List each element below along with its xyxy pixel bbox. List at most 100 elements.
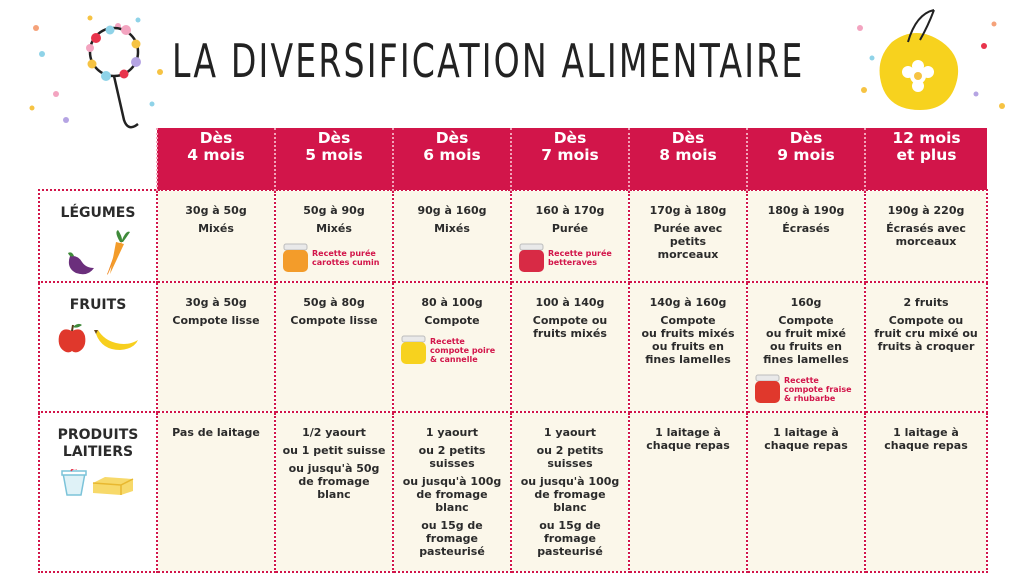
- column-header: Dès 6 mois: [392, 128, 511, 190]
- baby-bib-illustration: [857, 9, 1005, 110]
- column-header: Dès 9 mois: [746, 128, 865, 190]
- table-cell: 100 à 140g Compote ou fruits mixés: [510, 281, 630, 413]
- column-header: Dès 8 mois: [628, 128, 747, 190]
- recipe-link[interactable]: Recette purée betteraves: [516, 243, 624, 273]
- column-header: Dès 5 mois: [274, 128, 393, 190]
- texture-text: ou 1 petit suisse: [282, 444, 386, 457]
- recipe-label: Recette compote poire & cannelle: [430, 336, 496, 364]
- quantity-text: 170g à 180g: [649, 204, 727, 217]
- table-cell: 140g à 160g Compote ou fruits mixés ou fr…: [628, 281, 748, 413]
- table-cell: 1 laitage à chaque repas: [628, 411, 748, 573]
- quantity-text: 160 à 170g: [535, 204, 605, 217]
- texture-text: Compote ou fruit mixé ou fruits en fines…: [763, 314, 849, 366]
- orange-jar-icon: [282, 243, 309, 273]
- table-cell: 1 yaourt ou 2 petits suisses ou jusqu'à 10…: [510, 411, 630, 573]
- texture-text: ou jusqu'à 50g de fromage blanc: [288, 462, 380, 501]
- table-cell: 1 laitage à chaque repas: [864, 411, 988, 573]
- quantity-text: 100 à 140g: [535, 296, 605, 309]
- quantity-text: 1 laitage à chaque repas: [646, 426, 730, 452]
- table-cell: Pas de laitage: [156, 411, 276, 573]
- texture-text: Compote lisse: [290, 314, 378, 327]
- recipe-label: Recette compote fraise & rhubarbe: [784, 375, 852, 403]
- yogurt-icon: [61, 467, 87, 501]
- row-label: LÉGUMES: [60, 205, 136, 221]
- row-icons: [40, 467, 156, 501]
- quantity-text: 50g à 80g: [303, 296, 365, 309]
- recipe-link[interactable]: Recette purée carottes cumin: [280, 243, 388, 273]
- recipe-label: Recette purée betteraves: [548, 249, 612, 267]
- row-label: PRODUITS LAITIERS: [57, 427, 139, 460]
- baby-rattle-illustration: [29, 15, 163, 129]
- quantity-text: 1 yaourt: [543, 426, 597, 439]
- feeding-schedule-table: Dès 4 mois Dès 5 mois Dès 6 mois Dès 7 m…: [38, 128, 988, 573]
- column-header: 12 mois et plus: [864, 128, 987, 190]
- table-cell: 2 fruits Compote ou fruit cru mixé ou fru…: [864, 281, 988, 413]
- table-row: FRUITS 30g à 50g Compote lisse 50g à 80g Com…: [38, 281, 988, 413]
- texture-text: ou 15g de fromage pasteurisé: [419, 519, 485, 558]
- table-cell: 160 à 170g Purée Recette purée betteraves: [510, 189, 630, 283]
- yellow-jar-icon: [400, 335, 427, 365]
- texture-text: Mixés: [316, 222, 352, 235]
- quantity-text: 80 à 100g: [421, 296, 483, 309]
- quantity-text: 1/2 yaourt: [302, 426, 366, 439]
- quantity-text: 50g à 90g: [303, 204, 365, 217]
- quantity-text: 140g à 160g: [649, 296, 727, 309]
- texture-text: ou jusqu'à 100g de fromage blanc: [520, 475, 620, 514]
- quantity-text: 1 yaourt: [425, 426, 479, 439]
- recipe-link[interactable]: Recette compote poire & cannelle: [398, 335, 506, 365]
- table-cell: 160g Compote ou fruit mixé ou fruits en f…: [746, 281, 866, 413]
- table-cell: 170g à 180g Purée avec petits morceaux: [628, 189, 748, 283]
- texture-text: Compote: [424, 314, 480, 327]
- column-header: Dès 4 mois: [156, 128, 275, 190]
- table-cell: 1 laitage à chaque repas: [746, 411, 866, 573]
- texture-text: Compote ou fruits mixés: [532, 314, 608, 340]
- carrot-icon: [102, 230, 132, 280]
- row-label-cell: LÉGUMES: [38, 189, 158, 283]
- texture-text: Mixés: [434, 222, 470, 235]
- corner-cell: [39, 128, 157, 190]
- table-cell: 30g à 50g Mixés: [156, 189, 276, 283]
- red-jar-icon: [754, 374, 781, 404]
- table-row: LÉGUMES 30g à 50g Mixés 50g à 90g Mixés Recet…: [38, 189, 988, 283]
- table-cell: 50g à 80g Compote lisse: [274, 281, 394, 413]
- table-cell: 190g à 220g Écrasés avec morceaux: [864, 189, 988, 283]
- table-cell: 1/2 yaourt ou 1 petit suisse ou jusqu'à 50…: [274, 411, 394, 573]
- quantity-text: 1 laitage à chaque repas: [884, 426, 968, 452]
- table-cell: 30g à 50g Compote lisse: [156, 281, 276, 413]
- row-icons: [40, 230, 156, 280]
- texture-text: Mixés: [198, 222, 234, 235]
- table-row: PRODUITS LAITIERS Pas de laitage 1/2 yaour…: [38, 411, 988, 573]
- column-header: Dès 7 mois: [510, 128, 629, 190]
- texture-text: Purée: [551, 222, 589, 235]
- texture-text: Compote ou fruits mixés ou fruits en fin…: [641, 314, 735, 366]
- row-label-cell: FRUITS: [38, 281, 158, 413]
- apple-icon: [56, 322, 88, 358]
- butter-icon: [91, 473, 135, 501]
- banana-icon: [92, 324, 140, 358]
- texture-text: ou 15g de fromage pasteurisé: [537, 519, 603, 558]
- texture-text: Écrasés avec morceaux: [886, 222, 966, 248]
- header-row: Dès 4 mois Dès 5 mois Dès 6 mois Dès 7 m…: [39, 128, 987, 190]
- quantity-text: 30g à 50g: [185, 204, 247, 217]
- quantity-text: 30g à 50g: [185, 296, 247, 309]
- eggplant-icon: [64, 246, 98, 280]
- table-cell: 90g à 160g Mixés: [392, 189, 512, 283]
- texture-text: Purée avec petits morceaux: [653, 222, 723, 261]
- quantity-text: 90g à 160g: [417, 204, 487, 217]
- row-label: FRUITS: [69, 297, 127, 313]
- quantity-text: 160g: [790, 296, 822, 309]
- quantity-text: 190g à 220g: [887, 204, 965, 217]
- texture-text: ou jusqu'à 100g de fromage blanc: [402, 475, 502, 514]
- red-jar-icon: [518, 243, 545, 273]
- texture-text: ou 2 petits suisses: [536, 444, 604, 470]
- quantity-text: Pas de laitage: [172, 426, 260, 439]
- quantity-text: 1 laitage à chaque repas: [764, 426, 848, 452]
- recipe-link[interactable]: Recette compote fraise & rhubarbe: [752, 374, 860, 404]
- page-title: LA DIVERSIFICATION ALIMENTAIRE: [172, 34, 805, 88]
- table-cell: 180g à 190g Écrasés: [746, 189, 866, 283]
- quantity-text: 2 fruits: [903, 296, 949, 309]
- texture-text: Compote lisse: [172, 314, 260, 327]
- table-cell: 50g à 90g Mixés Recette purée carottes cum…: [274, 189, 394, 283]
- recipe-label: Recette purée carottes cumin: [312, 249, 380, 267]
- table-cell: 1 yaourt ou 2 petits suisses ou jusqu'à 10…: [392, 411, 512, 573]
